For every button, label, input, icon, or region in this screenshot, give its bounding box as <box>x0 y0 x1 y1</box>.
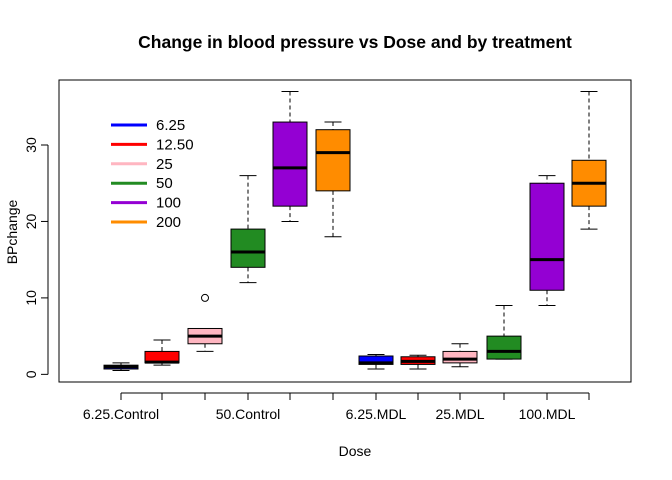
legend-item: 100 <box>111 195 181 212</box>
boxes-layer <box>103 90 607 372</box>
box-50.MDL <box>486 305 522 360</box>
legend-label: 200 <box>156 214 181 231</box>
box-50.Control <box>230 175 266 284</box>
y-tick-label: 20 <box>23 213 39 229</box>
box-25.MDL <box>442 343 478 368</box>
x-axis: 6.25.Control 50.Control 6.25.MDL 25.MDL 100.… <box>83 392 590 422</box>
legend-item: 50 <box>111 175 173 192</box>
y-tick-label: 30 <box>23 137 39 153</box>
x-tick-label: 25.MDL <box>435 406 484 422</box>
legend-label: 12.50 <box>156 136 194 153</box>
box-100.MDL <box>529 175 565 307</box>
iqr-box <box>230 228 266 268</box>
iqr-box <box>442 350 478 364</box>
plot-frame <box>58 79 632 383</box>
legend-item: 12.50 <box>111 136 194 153</box>
legend: 6.25 12.50 25 50 100 200 <box>111 117 194 231</box>
iqr-box <box>486 335 522 360</box>
x-tick-label: 100.MDL <box>519 406 576 422</box>
legend-label: 25 <box>156 156 173 173</box>
box-25.Control <box>187 293 223 352</box>
box-12.50.MDL <box>400 354 436 370</box>
iqr-box <box>529 182 565 291</box>
y-tick-label: 10 <box>23 290 39 306</box>
legend-label: 100 <box>156 195 181 212</box>
legend-item: 6.25 <box>111 117 185 134</box>
x-tick-label: 6.25.MDL <box>346 406 407 422</box>
box-200.Control <box>315 121 351 238</box>
iqr-box <box>272 121 308 207</box>
iqr-box <box>315 129 351 192</box>
box-6.25.MDL <box>358 353 394 370</box>
outlier-point <box>201 293 209 302</box>
x-axis-label: Dose <box>339 443 372 459</box>
legend-item: 25 <box>111 156 173 173</box>
x-tick-label: 50.Control <box>216 406 281 422</box>
iqr-box <box>358 355 394 365</box>
box-12.50.Control <box>144 339 180 366</box>
legend-label: 50 <box>156 175 173 192</box>
x-tick-label: 6.25.Control <box>83 406 159 422</box>
y-tick-label: 0 <box>23 370 39 378</box>
legend-item: 200 <box>111 214 181 231</box>
y-axis: 0 10 20 30 <box>23 137 49 378</box>
chart-title: Change in blood pressure vs Dose and by … <box>138 32 572 52</box>
legend-label: 6.25 <box>156 117 185 134</box>
y-axis-label: BPchange <box>4 199 20 264</box>
box-100.Control <box>272 90 308 222</box>
box-200.MDL <box>571 90 607 230</box>
box-6.25.Control <box>103 362 139 372</box>
